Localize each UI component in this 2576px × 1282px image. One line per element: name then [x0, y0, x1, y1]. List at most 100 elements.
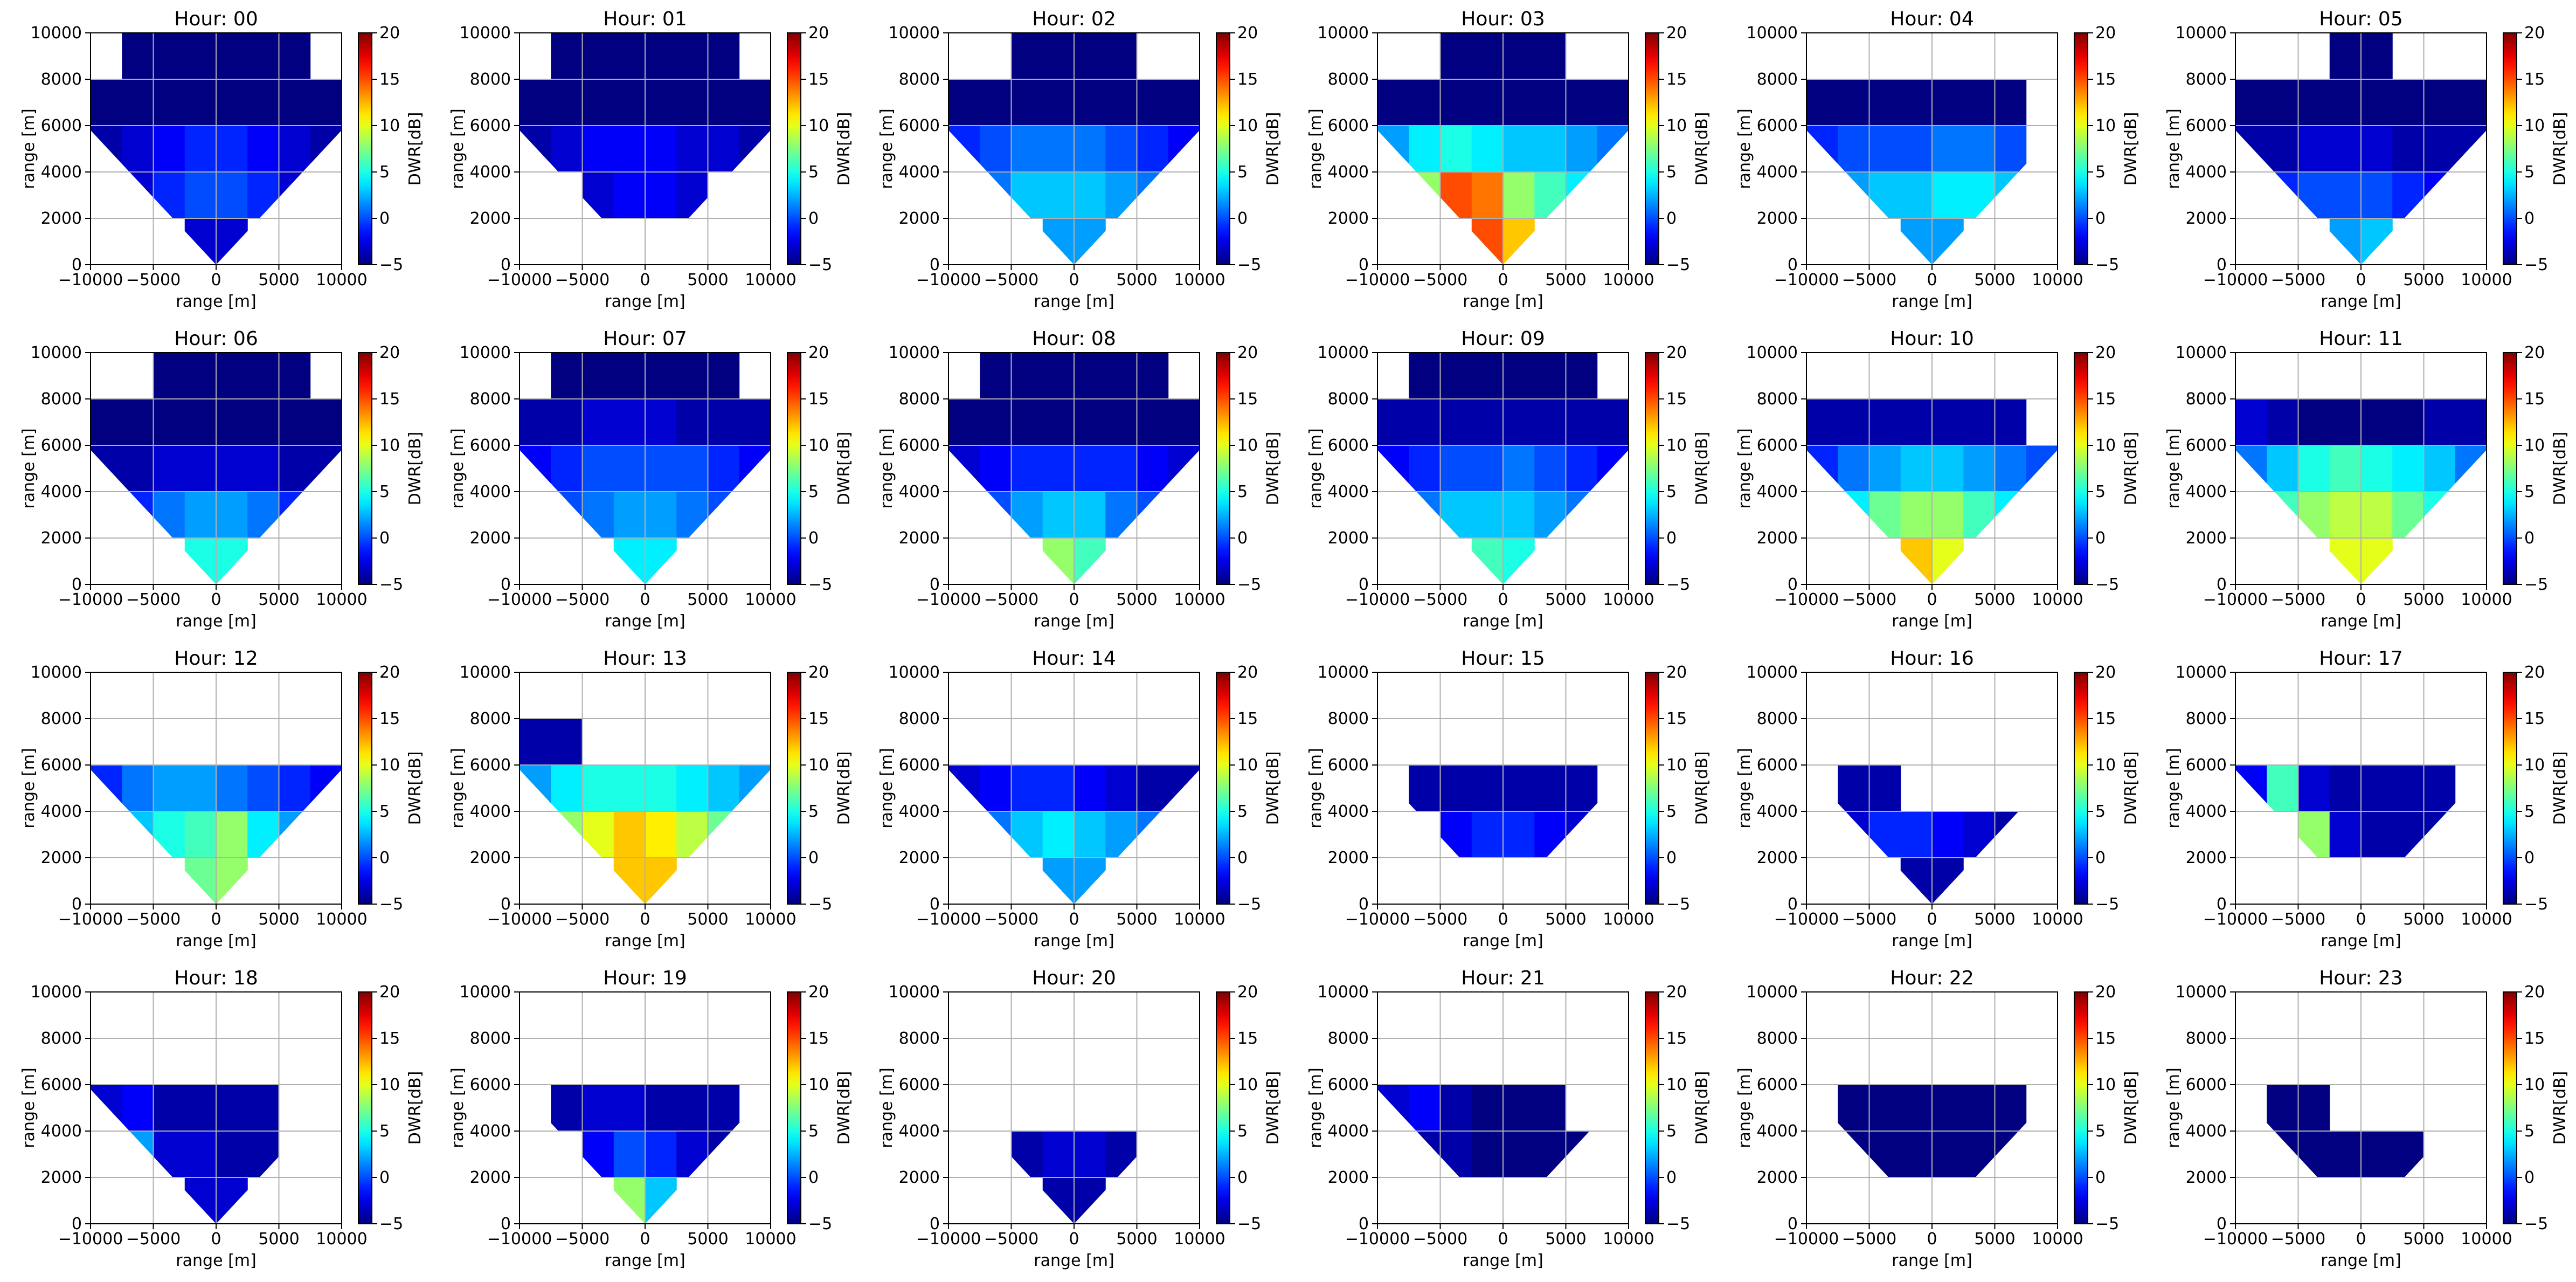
colorbar-tick-label: 15 — [1666, 709, 1687, 728]
cell — [708, 79, 740, 126]
cell — [1011, 353, 1043, 399]
cell — [1042, 765, 1075, 812]
cell — [2298, 811, 2330, 858]
x-tick-label: 0 — [640, 910, 650, 929]
cell — [1869, 79, 1901, 126]
x-tick-label: 5000 — [1974, 590, 2015, 609]
cell — [2392, 1131, 2424, 1178]
cell — [2298, 445, 2330, 492]
colorbar-tick-label: 15 — [1666, 390, 1687, 409]
x-tick-label: 5000 — [1545, 1230, 1586, 1249]
colorbar-label: DWR[dB] — [1693, 432, 1712, 506]
cell — [948, 126, 980, 173]
cell — [1534, 811, 1566, 858]
cell — [980, 79, 1012, 126]
cell — [1806, 445, 1838, 492]
y-tick-label: 2000 — [41, 209, 82, 228]
colorbar — [358, 32, 372, 265]
x-tick-label: −10000 — [2203, 590, 2268, 609]
colorbar-label: DWR[dB] — [406, 752, 425, 825]
cell — [1932, 492, 1964, 539]
colorbar-tick-label: 15 — [2524, 70, 2545, 89]
y-tick-label: 8000 — [1757, 390, 1798, 409]
x-tick-label: −10000 — [1774, 590, 1839, 609]
y-tick-label: 4000 — [1757, 163, 1798, 182]
cell — [551, 353, 583, 399]
chart-title: Hour: 19 — [603, 967, 687, 989]
colorbar-tick-label: 0 — [808, 1168, 819, 1187]
cell — [216, 33, 248, 80]
cell — [708, 33, 740, 80]
cell — [1471, 1085, 1504, 1132]
x-tick-label: −10000 — [1774, 1230, 1839, 1249]
x-axis-label: range [m] — [2321, 932, 2401, 950]
y-axis-label: range [m] — [2164, 108, 2183, 189]
y-tick-label: 8000 — [470, 390, 511, 409]
cell — [1900, 172, 1933, 219]
cell — [2361, 218, 2393, 265]
cell — [676, 172, 708, 219]
axes-frame — [948, 991, 1200, 1224]
x-tick-label: 0 — [211, 1230, 221, 1249]
cell — [1042, 445, 1075, 492]
cell — [2361, 765, 2393, 812]
colorbar-label: DWR[dB] — [835, 112, 854, 186]
cell — [122, 492, 154, 539]
axes-frame — [2235, 32, 2487, 265]
y-tick-label: 4000 — [899, 802, 940, 821]
y-tick-label: 4000 — [2186, 1122, 2227, 1141]
y-tick-label: 0 — [930, 256, 940, 274]
x-axis-label: range [m] — [605, 932, 685, 950]
cell — [1471, 765, 1504, 812]
cell — [1105, 126, 1137, 173]
cell — [645, 33, 677, 80]
colorbar-tick-label: 5 — [1237, 802, 1248, 821]
x-tick-label: −5000 — [2271, 910, 2325, 929]
cell — [520, 126, 551, 173]
x-tick-label: 0 — [640, 1230, 650, 1249]
y-tick-label: 8000 — [1328, 390, 1369, 409]
cell — [645, 811, 677, 858]
cell — [2361, 492, 2393, 539]
colorbar-tick-label: 20 — [2095, 663, 2116, 682]
y-tick-label: 6000 — [1328, 1076, 1369, 1094]
colorbar-tick-label: 20 — [1666, 24, 1687, 43]
cell — [1900, 492, 1933, 539]
colorbar-tick-label: 5 — [2095, 483, 2106, 501]
y-tick-label: 2000 — [2186, 529, 2227, 548]
cell — [2235, 79, 2267, 126]
y-tick-label: 6000 — [41, 116, 82, 135]
chart-title: Hour: 12 — [174, 647, 258, 670]
y-tick-label: 2000 — [899, 849, 940, 867]
cell — [2455, 445, 2487, 492]
colorbar-label: DWR[dB] — [1264, 752, 1283, 825]
cell — [1900, 811, 1933, 858]
cell — [247, 33, 279, 80]
x-tick-label: 5000 — [687, 590, 728, 609]
cell — [676, 399, 708, 446]
x-tick-label: 0 — [2356, 271, 2366, 290]
cell — [1074, 492, 1106, 539]
colorbar-tick-label: 5 — [379, 163, 390, 182]
cell — [2267, 399, 2298, 446]
cell — [582, 79, 614, 126]
cell — [1503, 811, 1535, 858]
y-axis-label: range [m] — [2164, 1067, 2183, 1148]
cell — [184, 858, 217, 904]
colorbar-tick-label: 10 — [379, 116, 400, 135]
colorbar-label: DWR[dB] — [1693, 752, 1712, 825]
y-tick-label: 6000 — [899, 1076, 940, 1094]
cell — [1566, 445, 1598, 492]
cell — [2329, 811, 2362, 858]
y-tick-label: 4000 — [470, 1122, 511, 1141]
chart-title: Hour: 02 — [1032, 8, 1116, 30]
cell — [1900, 858, 1933, 904]
cell — [980, 765, 1012, 812]
x-tick-label: 5000 — [258, 910, 299, 929]
colorbar-tick-label: −5 — [808, 575, 832, 594]
axes-frame — [1377, 991, 1629, 1224]
cell — [279, 399, 311, 446]
colorbar-tick-label: 15 — [379, 709, 400, 728]
cell — [1168, 79, 1200, 126]
colorbar-tick-label: 0 — [2095, 209, 2106, 228]
